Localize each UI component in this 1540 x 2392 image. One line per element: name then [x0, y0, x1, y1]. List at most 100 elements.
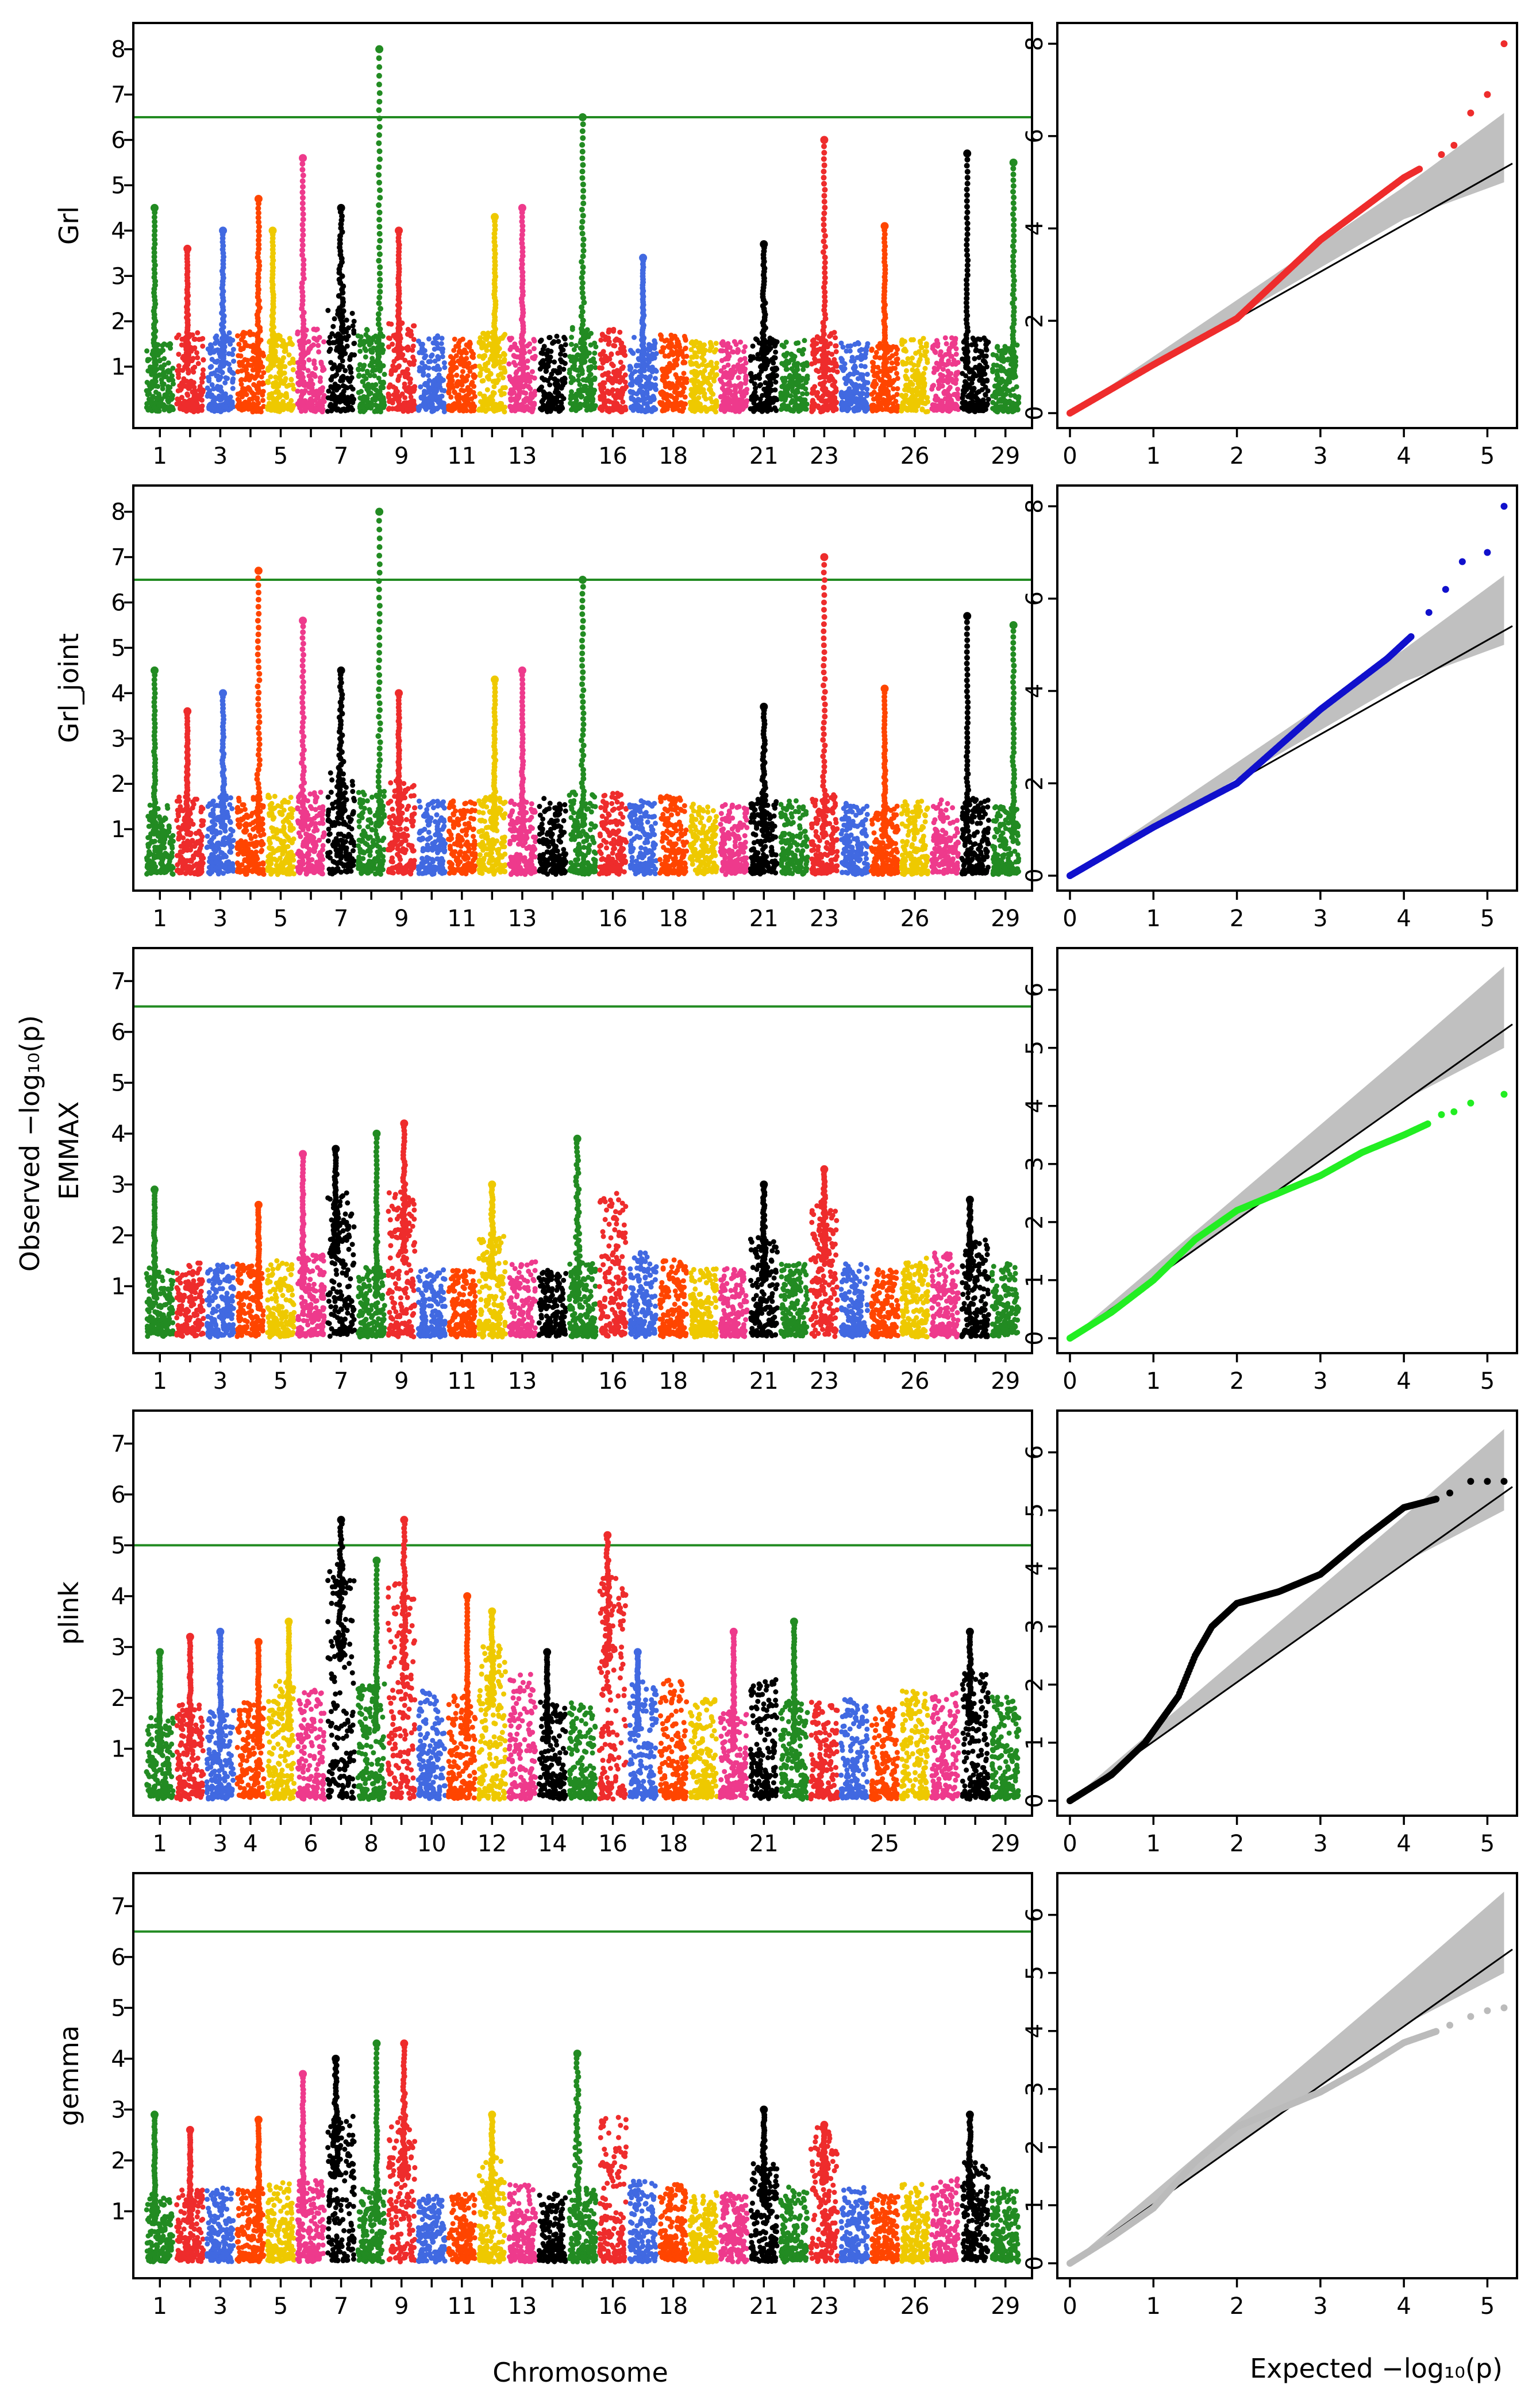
snp-point — [223, 375, 228, 380]
snp-point — [174, 401, 179, 406]
snp-point — [192, 346, 197, 351]
snp-point — [149, 385, 155, 390]
snp-point — [265, 406, 271, 411]
snp-point — [239, 337, 244, 342]
snp-point — [299, 252, 305, 258]
snp-point — [288, 402, 293, 407]
snp-point — [191, 384, 197, 390]
snp-point — [245, 362, 251, 367]
snp-point — [236, 353, 241, 358]
snp-point — [236, 392, 241, 397]
snp-point — [276, 382, 282, 387]
snp-point — [318, 379, 323, 384]
snp-point — [275, 388, 280, 393]
snp-point — [231, 347, 236, 352]
snp-point — [226, 351, 232, 356]
snp-point — [299, 222, 305, 228]
snp-point — [271, 384, 276, 389]
snp-point — [195, 409, 201, 414]
snp-point — [301, 257, 306, 263]
snp-point — [184, 391, 190, 396]
snp-point — [289, 360, 294, 365]
snp-point — [260, 390, 265, 395]
snp-point — [211, 395, 217, 400]
snp-point — [166, 378, 171, 383]
snp-point — [144, 401, 149, 406]
snp-point — [301, 217, 306, 222]
snp-point — [273, 375, 278, 380]
snp-point — [145, 357, 151, 362]
snp-point — [316, 405, 321, 410]
peak-point — [299, 154, 307, 162]
snp-point — [254, 404, 259, 409]
snp-point — [215, 387, 221, 392]
snp-point — [238, 347, 244, 352]
snp-point — [283, 376, 288, 381]
snp-point — [297, 365, 302, 371]
snp-point — [251, 409, 256, 414]
snp-point — [160, 366, 165, 371]
snp-point — [278, 362, 283, 367]
snp-point — [306, 357, 311, 363]
snp-point — [239, 368, 244, 373]
snp-point — [179, 342, 184, 348]
snp-point — [198, 392, 203, 397]
snp-point — [300, 201, 306, 206]
snp-point — [235, 333, 240, 338]
snp-point — [282, 364, 287, 369]
snp-point — [215, 408, 220, 413]
snp-point — [201, 357, 206, 363]
snp-point — [300, 232, 306, 238]
snp-point — [190, 390, 195, 395]
snp-point — [147, 406, 152, 411]
snp-point — [313, 336, 318, 341]
snp-point — [300, 178, 306, 184]
snp-point — [247, 329, 252, 334]
snp-point — [290, 383, 295, 388]
snp-point — [208, 365, 213, 370]
snp-point — [196, 361, 201, 366]
snp-point — [309, 406, 314, 411]
snp-point — [217, 394, 222, 399]
snp-point — [295, 332, 300, 337]
snp-point — [180, 380, 185, 385]
snp-point — [300, 206, 306, 211]
snp-point — [179, 387, 184, 392]
snp-point — [199, 380, 205, 385]
snp-point — [167, 341, 172, 346]
snp-point — [192, 394, 198, 399]
snp-point — [222, 380, 228, 386]
snp-point — [241, 391, 246, 396]
snp-point — [312, 372, 317, 378]
snp-point — [295, 388, 300, 394]
gwas-figure: 123456781 3 5 7 9 11 13 16 18 21 23 26 29Grl0 1 2 3 4 502… — [0, 0, 1540, 2392]
snp-point — [237, 406, 242, 411]
snp-point — [231, 359, 236, 364]
snp-point — [188, 402, 193, 407]
snp-point — [145, 380, 150, 385]
snp-point — [239, 377, 244, 382]
snp-point — [147, 391, 152, 396]
snp-point — [187, 383, 192, 388]
snp-point — [301, 375, 306, 380]
snp-point — [326, 340, 332, 345]
snp-point — [179, 395, 184, 400]
snp-point — [291, 367, 296, 372]
snp-point — [300, 242, 306, 248]
snp-point — [276, 357, 281, 362]
snp-point — [247, 376, 252, 382]
snp-point — [177, 368, 182, 373]
snp-point — [278, 334, 283, 339]
snp-point — [165, 368, 170, 373]
snp-point — [208, 342, 213, 348]
snp-point — [156, 391, 161, 396]
snp-point — [164, 405, 169, 410]
snp-point — [226, 361, 232, 367]
snp-point — [299, 404, 304, 409]
snp-point — [178, 405, 183, 410]
snp-point — [313, 365, 318, 371]
snp-point — [259, 374, 264, 379]
snp-point — [300, 227, 306, 233]
snp-point — [267, 401, 272, 406]
snp-point — [200, 344, 205, 349]
